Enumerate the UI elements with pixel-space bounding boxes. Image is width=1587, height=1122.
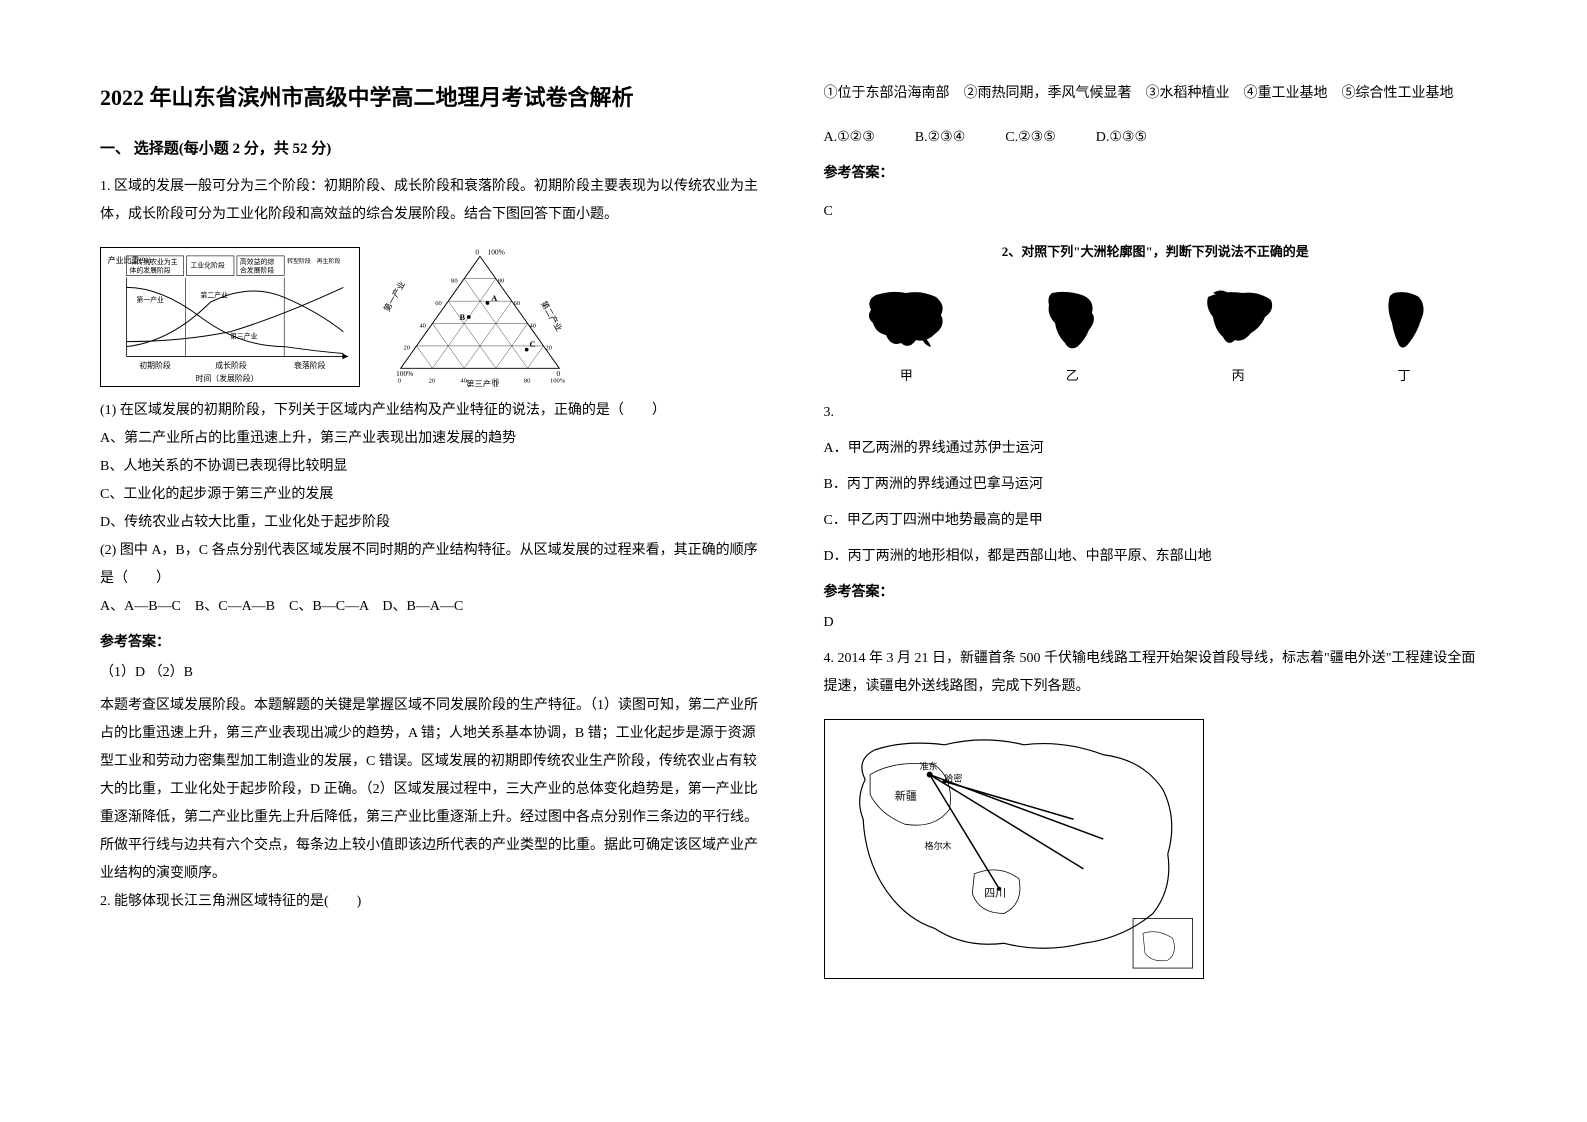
svg-text:新疆: 新疆 — [894, 788, 916, 802]
q2-optA: A.①②③ — [824, 124, 875, 152]
svg-text:0: 0 — [398, 377, 402, 384]
q1-intro: 1. 区域的发展一般可分为三个阶段：初期阶段、成长阶段和衰落阶段。初期阶段主要表… — [100, 173, 764, 229]
q3-optA: A．甲乙两洲的界线通过苏伊士运河 — [824, 435, 1488, 463]
q1-opts2: A、A—B—C B、C—A—B C、B—C—A D、B—A—C — [100, 593, 764, 621]
exam-title: 2022 年山东省滨州市高级中学高二地理月考试卷含解析 — [100, 80, 764, 112]
q3-optB: B．丙丁两洲的界线通过巴拿马运河 — [824, 471, 1488, 499]
svg-text:准东: 准东 — [919, 761, 937, 772]
svg-text:高效益的综: 高效益的综 — [240, 257, 275, 266]
q3-answer: D — [824, 609, 1488, 637]
svg-text:四川: 四川 — [984, 888, 1006, 900]
q1-answer: （1）D （2）B — [100, 659, 764, 687]
asia-icon — [861, 285, 951, 355]
q4-intro: 4. 2014 年 3 月 21 日，新疆首条 500 千伏输电线路工程开始架设… — [824, 645, 1488, 701]
q2-optB: B.②③④ — [915, 124, 966, 152]
svg-text:体的发展阶段: 体的发展阶段 — [129, 266, 170, 275]
q1-figures: 产业比重(%) 以传统农业为主 体的发展阶段 工业化阶段 高效益的综 合发展阶段… — [100, 247, 764, 387]
q1-explanation: 本题考查区域发展阶段。本题解题的关键是掌握区域不同发展阶段的生产特征。（1）读图… — [100, 692, 764, 888]
svg-text:100%: 100% — [550, 377, 566, 384]
q3-optD: D．丙丁两洲的地形相似，都是西部山地、中部平原、东部山地 — [824, 543, 1488, 571]
svg-text:第二产业: 第二产业 — [539, 299, 564, 333]
svg-text:80: 80 — [524, 377, 531, 384]
q1-optA: A、第二产业所占的比重迅速上升，第三产业表现出加速发展的趋势 — [100, 425, 764, 453]
svg-text:A: A — [491, 294, 497, 303]
left-column: 2022 年山东省滨州市高级中学高二地理月考试卷含解析 一、 选择题(每小题 2… — [100, 80, 764, 1082]
q3-header: 2、对照下列"大洲轮廓图"，判断下列说法不正确的是 — [824, 241, 1488, 260]
q2-answer-header: 参考答案： — [824, 162, 1488, 182]
svg-text:C: C — [529, 340, 535, 349]
q2-choice-row: A.①②③ B.②③④ C.②③⑤ D.①③⑤ — [824, 124, 1488, 152]
q1-answer-header: 参考答案： — [100, 631, 764, 651]
q2-intro: 2. 能够体现长江三角洲区域特征的是( ) — [100, 888, 764, 916]
q3-num: 3. — [824, 399, 1488, 427]
continent-row: 甲 乙 丙 丁 — [824, 285, 1488, 384]
q2-optD: D.①③⑤ — [1096, 124, 1147, 152]
svg-text:20: 20 — [429, 377, 436, 384]
svg-text:第一产业: 第一产业 — [136, 295, 164, 304]
q3-optC: C．甲乙丙丁四洲中地势最高的是甲 — [824, 507, 1488, 535]
q2-options: ①位于东部沿海南部 ②雨热同期，季风气候显著 ③水稻种植业 ④重工业基地 ⑤综合… — [824, 80, 1488, 108]
svg-text:第三产业: 第三产业 — [230, 332, 258, 341]
china-map: 新疆 准东 哈密 四川 格尔木 — [824, 719, 1204, 979]
svg-text:80: 80 — [498, 277, 505, 284]
svg-text:40: 40 — [419, 322, 426, 329]
q3-answer-header: 参考答案： — [824, 581, 1488, 601]
continent-yi: 乙 — [1027, 285, 1117, 384]
q2-answer: C — [824, 198, 1488, 226]
south-america-icon — [1359, 285, 1449, 355]
svg-text:60: 60 — [435, 300, 442, 307]
q1-sub1: (1) 在区域发展的初期阶段，下列关于区域内产业结构及产业特征的说法，正确的是（… — [100, 397, 764, 425]
svg-text:B: B — [459, 313, 465, 322]
q2-optC: C.②③⑤ — [1005, 124, 1056, 152]
svg-text:80: 80 — [451, 277, 458, 284]
section-header: 一、 选择题(每小题 2 分，共 52 分) — [100, 137, 764, 158]
svg-text:格尔木: 格尔木 — [924, 840, 951, 851]
right-column: ①位于东部沿海南部 ②雨热同期，季风气候显著 ③水稻种植业 ④重工业基地 ⑤综合… — [824, 80, 1488, 1082]
continent-ding: 丁 — [1359, 285, 1449, 384]
svg-text:100%: 100% — [487, 247, 504, 256]
svg-text:合发展阶段: 合发展阶段 — [240, 266, 275, 275]
svg-text:40: 40 — [529, 322, 536, 329]
africa-icon — [1027, 285, 1117, 355]
svg-text:第二产业: 第二产业 — [200, 290, 228, 299]
q1-optB: B、人地关系的不协调已表现得比较明显 — [100, 453, 764, 481]
svg-text:时间（发展阶段）: 时间（发展阶段） — [196, 373, 259, 383]
svg-text:第三产业: 第三产业 — [466, 379, 500, 387]
continent-jia: 甲 — [861, 285, 951, 384]
q1-optD: D、传统农业占较大比重，工业化处于起步阶段 — [100, 509, 764, 537]
svg-text:第一产业: 第一产业 — [382, 279, 407, 313]
exam-page: 2022 年山东省滨州市高级中学高二地理月考试卷含解析 一、 选择题(每小题 2… — [100, 80, 1487, 1082]
svg-text:衰落阶段: 衰落阶段 — [294, 360, 326, 370]
svg-text:再生阶段: 再生阶段 — [317, 257, 341, 265]
svg-text:60: 60 — [514, 300, 521, 307]
svg-text:转型阶段: 转型阶段 — [287, 257, 311, 265]
svg-text:以传统农业为主: 以传统农业为主 — [129, 257, 177, 266]
continent-bing: 丙 — [1193, 285, 1283, 384]
north-america-icon — [1193, 285, 1283, 355]
triangle-chart: 0 100% 100% 0 20 40 60 80 20 40 60 80 20… — [380, 247, 580, 387]
q1-optC: C、工业化的起步源于第三产业的发展 — [100, 481, 764, 509]
stage-line-chart: 产业比重(%) 以传统农业为主 体的发展阶段 工业化阶段 高效益的综 合发展阶段… — [100, 247, 360, 387]
svg-text:成长阶段: 成长阶段 — [215, 360, 247, 370]
svg-text:初期阶段: 初期阶段 — [139, 360, 171, 370]
svg-text:20: 20 — [403, 345, 410, 352]
svg-text:0: 0 — [475, 247, 479, 256]
svg-text:工业化阶段: 工业化阶段 — [191, 261, 226, 270]
svg-text:20: 20 — [545, 345, 552, 352]
q1-sub2: (2) 图中 A，B，C 各点分别代表区域发展不同时期的产业结构特征。从区域发展… — [100, 537, 764, 593]
